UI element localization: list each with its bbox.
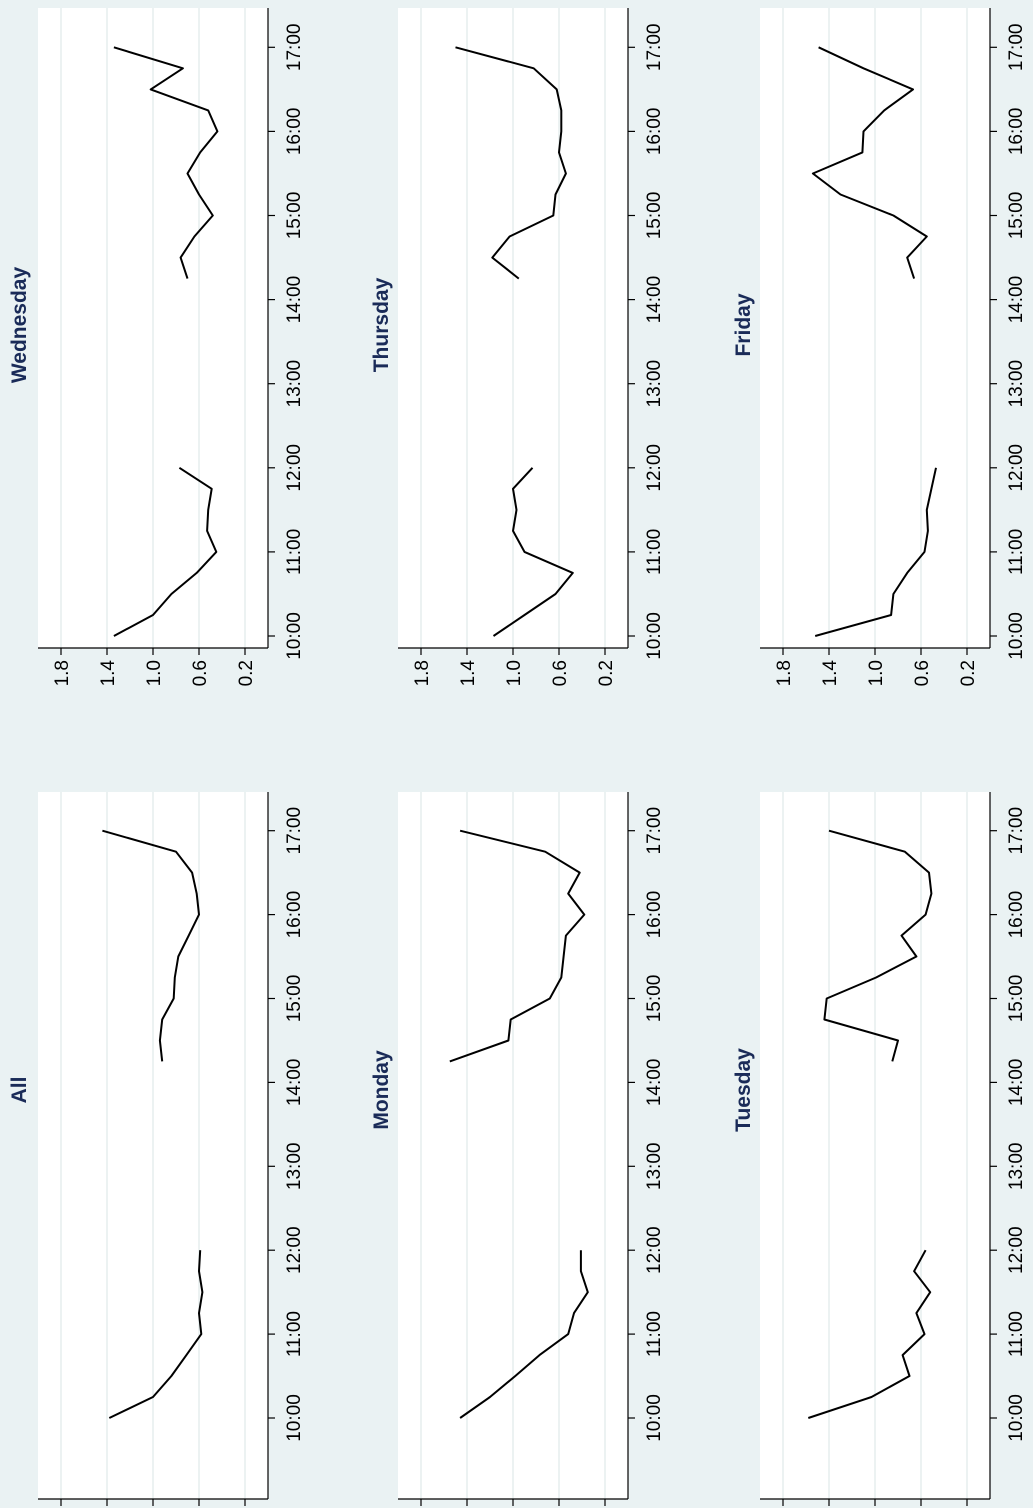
time-tick-label: 11:00 — [284, 1311, 305, 1357]
time-tick-label: 14:00 — [1006, 276, 1027, 324]
value-tick-label: 0.6 — [190, 660, 211, 686]
value-tick-label: 1.0 — [504, 660, 525, 686]
time-tick-label: 12:00 — [644, 1226, 665, 1274]
panel-title: All — [8, 1077, 31, 1104]
value-tick-label: 1.4 — [98, 660, 119, 687]
time-tick-label: 14:00 — [644, 1059, 665, 1107]
series-line — [459, 1250, 589, 1419]
time-tick-label: 15:00 — [284, 192, 305, 240]
chart-panel: 1.8 1.4 1.0 0.6 0.2 10:00 11:00 12:00 13:00 14:00… — [370, 8, 665, 686]
value-tick-label: 1.0 — [866, 660, 887, 686]
panel-title: Tuesday — [732, 1048, 755, 1132]
series-line — [108, 1250, 204, 1419]
time-tick-label: 10:00 — [644, 612, 665, 660]
time-tick-label: 17:00 — [284, 807, 305, 855]
time-tick-label: 12:00 — [644, 444, 665, 492]
time-tick-label: 13:00 — [1006, 360, 1027, 408]
time-tick-label: 15:00 — [644, 192, 665, 240]
time-tick-label: 11:00 — [284, 529, 305, 575]
value-tick-label: 1.8 — [52, 660, 73, 686]
time-tick-label: 17:00 — [1006, 24, 1027, 72]
value-tick-label: 0.2 — [236, 660, 257, 686]
series-line — [449, 829, 586, 1063]
time-tick-label: 15:00 — [644, 975, 665, 1023]
value-tick-label: 1.4 — [458, 660, 479, 687]
time-tick-label: 15:00 — [284, 975, 305, 1023]
time-tick-label: 17:00 — [284, 24, 305, 72]
series-line — [113, 46, 219, 279]
series-line — [455, 46, 567, 280]
time-tick-label: 10:00 — [644, 1394, 665, 1442]
time-tick-label: 16:00 — [1006, 891, 1027, 939]
chart-panel: 1.81.41.00.60.210:0011:0012:0013:0014:00… — [8, 792, 305, 1506]
time-tick-label: 11:00 — [1006, 529, 1027, 575]
panel-title: Monday — [370, 1050, 393, 1130]
time-tick-label: 14:00 — [284, 1059, 305, 1107]
value-tick-label: 1.4 — [820, 660, 841, 687]
time-tick-label: 14:00 — [1006, 1059, 1027, 1107]
time-tick-label: 13:00 — [284, 1143, 305, 1191]
time-tick-label: 16:00 — [644, 108, 665, 156]
time-tick-label: 10:00 — [1006, 612, 1027, 660]
value-tick-label: 0.6 — [550, 660, 571, 686]
time-tick-label: 15:00 — [1006, 975, 1027, 1023]
chart-panels: 1.8 1.4 1.0 0.6 0.2 10:00 11:00 12:00 13:00 14:00… — [8, 8, 1027, 1506]
time-tick-label: 16:00 — [284, 891, 305, 939]
time-tick-label: 16:00 — [1006, 108, 1027, 156]
time-tick-label: 13:00 — [1006, 1143, 1027, 1191]
time-tick-label: 12:00 — [284, 444, 305, 492]
chart-panel: 1.81.41.00.60.210:0011:0012:0013:0014:00… — [370, 792, 665, 1506]
value-tick-label: 1.0 — [144, 660, 165, 686]
time-tick-label: 10:00 — [1006, 1394, 1027, 1442]
chart-panel: 1.8 1.4 1.0 0.6 0.2 10:00 11:00 12:00 13:00 14:00… — [732, 8, 1027, 686]
series-line — [807, 1249, 932, 1419]
time-tick-label: 14:00 — [644, 276, 665, 324]
series-line — [492, 467, 574, 637]
value-tick-label: 1.8 — [412, 660, 433, 686]
time-tick-label: 11:00 — [644, 1311, 665, 1357]
series-line — [811, 46, 928, 279]
time-tick-label: 12:00 — [1006, 444, 1027, 492]
time-tick-label: 15:00 — [1006, 192, 1027, 240]
time-tick-label: 12:00 — [284, 1226, 305, 1274]
value-tick-label: 0.2 — [958, 660, 979, 686]
series-line — [814, 467, 937, 637]
time-tick-label: 17:00 — [1006, 807, 1027, 855]
time-tick-label: 13:00 — [644, 1143, 665, 1191]
panel-title: Wednesday — [8, 267, 31, 384]
time-tick-label: 10:00 — [284, 1394, 305, 1442]
time-tick-label: 16:00 — [644, 891, 665, 939]
time-tick-label: 12:00 — [1006, 1226, 1027, 1274]
time-tick-label: 11:00 — [644, 529, 665, 575]
value-tick-label: 0.2 — [596, 660, 617, 686]
series-line — [113, 466, 218, 637]
value-tick-label: 0.6 — [912, 660, 933, 686]
chart-panel: 1.8 1.4 1.0 0.6 0.2 10:00 11:00 12:00 13:00 14:00… — [8, 8, 305, 686]
time-tick-label: 10:00 — [284, 612, 305, 660]
time-tick-label: 17:00 — [644, 807, 665, 855]
time-tick-label: 11:00 — [1006, 1311, 1027, 1357]
value-tick-label: 1.8 — [774, 660, 795, 686]
panel-title: Friday — [732, 293, 755, 356]
panel-title: Thursday — [370, 277, 393, 372]
time-tick-label: 14:00 — [284, 276, 305, 324]
time-tick-label: 16:00 — [284, 108, 305, 156]
time-tick-label: 13:00 — [284, 360, 305, 408]
series-line — [823, 829, 933, 1062]
chart-panel: 1.81.41.00.60.210:0011:0012:0013:0014:00… — [732, 792, 1027, 1506]
series-line — [102, 829, 200, 1062]
time-tick-label: 17:00 — [644, 24, 665, 72]
time-tick-label: 13:00 — [644, 360, 665, 408]
